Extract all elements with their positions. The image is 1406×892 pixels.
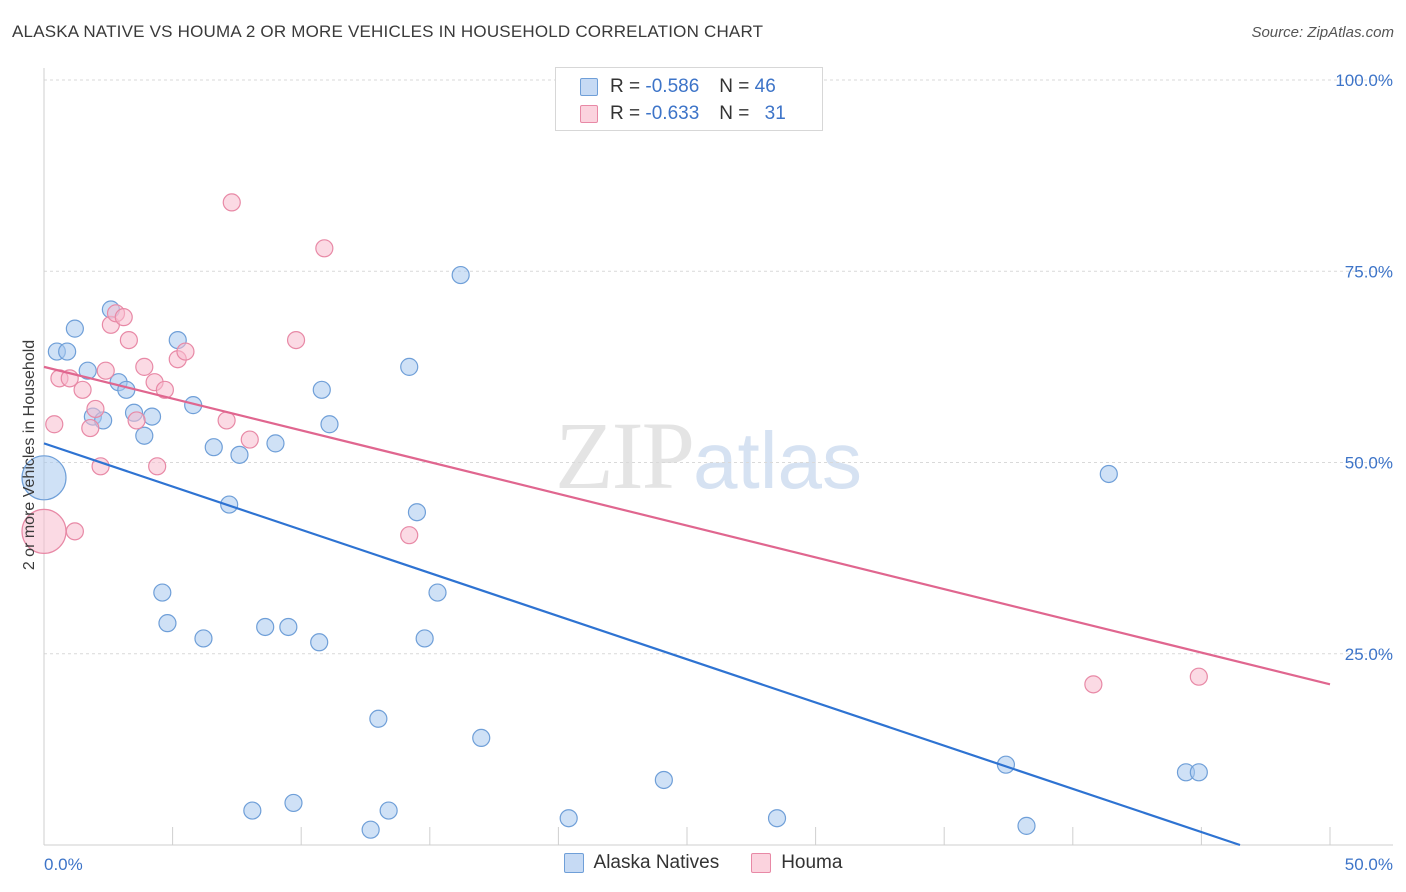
point-alaska-natives [310,633,329,652]
point-alaska-natives [369,709,388,728]
point-alaska-natives [194,629,213,648]
trend-lines [43,365,1331,847]
point-houma [45,415,64,434]
point-alaska-natives [78,361,97,380]
legend-swatch-houma [580,105,598,123]
bottom-legend-swatch-alaska-natives [563,853,584,873]
point-houma [1084,675,1103,694]
legend-r-value: -0.586 [645,76,700,97]
point-alaska-natives [472,728,491,748]
point-alaska-natives [153,583,172,602]
point-alaska-natives [400,357,419,376]
point-alaska-natives [559,809,578,828]
point-alaska-natives [256,617,275,637]
point-alaska-natives [451,265,470,285]
grid-lines [44,79,1393,655]
point-alaska-natives [158,614,177,633]
point-alaska-natives [243,801,262,820]
point-alaska-natives [58,342,77,361]
point-alaska-natives [428,583,447,602]
y-tick-label: 75.0% [1345,262,1393,281]
point-houma [176,342,195,361]
source-label: Source: ZipAtlas.com [1251,24,1394,41]
point-houma [286,331,306,350]
watermark: ZIPatlas [555,400,862,511]
bottom-legend-label: Alaska Natives [593,852,720,873]
bottom-legend-alaska-natives: Alaska Natives [563,852,720,874]
point-alaska-natives [135,426,154,445]
point-houma [65,522,84,541]
point-houma [127,411,146,430]
point-alaska-natives [279,617,298,637]
tick-labels: 100.0% 75.0% 50.0% 25.0% 0.0% 50.0% [44,71,1393,874]
bottom-legend: Alaska Natives Houma [0,852,1406,874]
legend-r-label: R = [610,103,641,124]
point-alaska-natives [117,380,136,399]
point-alaska-natives [142,407,162,426]
point-houma [135,357,154,376]
legend: R = -0.586 N = 46 R = -0.633 N = 31 [555,67,823,131]
legend-n-value: 46 [754,76,776,97]
legend-row-alaska-natives: R = -0.586 N = 46 [580,75,776,99]
point-houma [155,380,174,399]
legend-r-value: -0.633 [645,103,700,124]
point-alaska-natives [361,820,380,839]
bottom-legend-houma: Houma [751,852,842,874]
x-tick-label: 0.0% [44,855,83,874]
point-houma [81,418,100,438]
legend-row-houma: R = -0.633 N = 31 [580,102,786,126]
y-tick-label: 25.0% [1345,645,1393,664]
data-points [21,193,1208,839]
x-tick-label: 50.0% [1345,855,1393,874]
trend-line-houma [43,365,1331,686]
point-alaska-natives [767,809,787,828]
watermark-atlas: atlas [693,416,862,505]
point-houma [86,399,105,419]
bottom-legend-swatch-houma [751,853,772,873]
point-alaska-natives [415,629,434,648]
point-houma [96,361,115,380]
point-alaska-natives [1099,464,1118,484]
point-alaska-natives [654,770,673,790]
point-houma [119,331,138,350]
point-houma [222,193,241,212]
y-tick-label: 50.0% [1345,454,1393,473]
legend-n-value: 31 [764,103,786,124]
point-alaska-natives [21,455,67,501]
chart-title: ALASKA NATIVE VS HOUMA 2 OR MORE VEHICLE… [12,22,764,41]
point-alaska-natives [266,434,285,453]
point-alaska-natives [407,503,427,522]
legend-r-label: R = [610,76,641,97]
point-houma [114,308,133,327]
point-alaska-natives [284,793,303,813]
point-houma [315,239,334,258]
y-axis-title: 2 or more Vehicles in Household [21,340,38,570]
bottom-legend-label: Houma [781,852,843,873]
point-alaska-natives [65,319,84,338]
point-alaska-natives [204,438,223,457]
legend-swatch-alaska-natives [580,78,598,96]
point-houma [1189,667,1208,686]
point-alaska-natives [230,445,249,464]
point-houma [240,430,259,449]
watermark-zip: ZIP [555,402,695,509]
legend-n-label: N = [719,76,750,97]
point-alaska-natives [320,415,339,434]
point-houma [400,526,419,545]
legend-n-label: N = [719,103,750,124]
point-alaska-natives [379,801,398,820]
point-houma [148,457,167,476]
point-houma [73,380,92,399]
point-alaska-natives [312,380,331,399]
point-alaska-natives [1017,816,1036,835]
point-alaska-natives [1189,763,1208,782]
y-tick-label: 100.0% [1335,71,1393,90]
trend-line-alaska-natives [43,442,1241,847]
